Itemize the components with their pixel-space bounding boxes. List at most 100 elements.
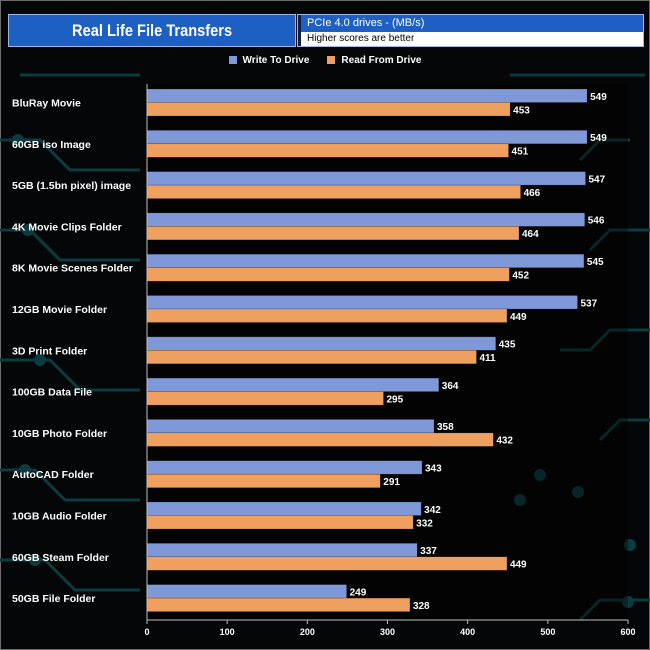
bar-read — [146, 556, 508, 571]
category-label: 10GB Audio Folder — [12, 511, 107, 523]
bar-write — [146, 543, 418, 558]
data-label-write: 435 — [499, 340, 516, 351]
data-label-read: 464 — [522, 229, 539, 240]
category-label: 8K Movie Scenes Folder — [12, 263, 133, 275]
chart-subtitle-box: PCIe 4.0 drives - (MB/s) Higher scores a… — [297, 14, 644, 47]
chart-legend: Write To Drive Read From Drive — [0, 53, 650, 67]
data-label-read: 332 — [416, 518, 433, 529]
data-label-read: 451 — [512, 147, 529, 158]
circuit-node — [534, 469, 546, 481]
category-label: 50GB File Folder — [12, 593, 95, 605]
bar-read — [146, 267, 510, 282]
category-label: 5GB (1.5bn pixel) image — [12, 180, 131, 192]
legend-swatch-write — [228, 56, 237, 64]
legend-swatch-read — [327, 56, 336, 64]
x-tick-label: 400 — [460, 627, 475, 637]
bar-write — [146, 377, 440, 392]
bar-write — [146, 130, 588, 145]
category-label: 100GB Data File — [12, 387, 92, 399]
data-label-read: 328 — [413, 601, 430, 612]
bar-write — [146, 501, 422, 516]
bar-read — [146, 473, 381, 488]
circuit-trace — [0, 358, 140, 392]
bar-read — [146, 308, 508, 323]
data-label-write: 343 — [425, 463, 442, 474]
circuit-node — [622, 596, 634, 608]
circuit-trace — [560, 328, 650, 352]
category-label: 12GB Movie Folder — [12, 304, 107, 316]
bar-read — [146, 102, 511, 117]
circuit-node — [624, 539, 636, 551]
circuit-node — [29, 554, 41, 566]
x-axis: 0 100 200 300 400 500 600 — [144, 84, 636, 637]
data-label-read: 466 — [524, 188, 541, 199]
bar-write — [146, 336, 496, 351]
circuit-trace — [598, 418, 650, 442]
circuit-node — [572, 486, 584, 498]
data-label-read: 295 — [386, 394, 403, 405]
bar-read — [146, 432, 494, 447]
bar-read — [146, 226, 520, 241]
bar-write — [146, 419, 435, 434]
circuit-trace — [578, 138, 630, 162]
data-label-read: 452 — [512, 270, 529, 281]
data-label-write: 549 — [590, 92, 607, 103]
chart-title-box: Real Life File Transfers — [8, 14, 296, 47]
category-label: 60GB iso Image — [12, 139, 91, 151]
category-label: AutoCAD Folder — [12, 469, 94, 481]
data-label-read: 449 — [510, 560, 527, 571]
x-tick-label: 100 — [220, 627, 235, 637]
bar-read — [146, 515, 414, 530]
data-label-write: 545 — [587, 257, 604, 268]
category-labels: BluRay Movie 60GB iso Image 5GB (1.5bn pix… — [12, 98, 133, 606]
legend-item-write: Write To Drive — [228, 54, 310, 66]
data-label-write: 546 — [588, 216, 605, 227]
circuit-trace — [0, 468, 140, 502]
legend-label-read: Read From Drive — [341, 54, 422, 66]
circuit-trace — [0, 228, 140, 262]
bar-write — [146, 460, 423, 475]
category-label: 60GB Steam Folder — [12, 552, 109, 564]
data-label-read: 411 — [479, 353, 496, 364]
category-label: 4K Movie Clips Folder — [12, 221, 122, 233]
legend-label-write: Write To Drive — [242, 54, 310, 66]
circuit-node — [12, 134, 24, 146]
background-circuit-decoration — [0, 73, 650, 622]
bar-read — [146, 391, 384, 406]
x-tick-label: 500 — [540, 627, 555, 637]
data-label-write: 547 — [589, 174, 606, 185]
data-label-write: 537 — [580, 298, 597, 309]
data-label-write: 342 — [424, 505, 441, 516]
chart-note: Higher scores are better — [298, 32, 643, 46]
category-label: 10GB Photo Folder — [12, 428, 107, 440]
bar-write — [146, 212, 585, 227]
bar-write — [146, 584, 347, 599]
data-label-write: 337 — [420, 546, 437, 557]
data-label-write: 249 — [350, 587, 367, 598]
data-label-read: 291 — [383, 477, 400, 488]
x-tick-label: 0 — [144, 627, 149, 637]
bar-read — [146, 350, 477, 365]
data-label-read: 453 — [513, 105, 530, 116]
circuit-trace — [588, 228, 650, 252]
bar-write — [146, 253, 585, 268]
bar-write — [146, 295, 578, 310]
data-label-write: 549 — [590, 133, 607, 144]
x-tick-label: 200 — [300, 627, 315, 637]
bar-read — [146, 597, 411, 612]
circuit-node — [514, 494, 526, 506]
x-tick-label: 600 — [620, 627, 635, 637]
data-label-write: 358 — [437, 422, 454, 433]
bar-read — [146, 143, 509, 158]
legend-item-read: Read From Drive — [327, 55, 421, 66]
circuit-node — [34, 354, 46, 366]
data-label-write: 364 — [442, 381, 459, 392]
circuit-trace — [0, 558, 140, 592]
chart-title: Real Life File Transfers — [71, 20, 233, 40]
bar-write — [146, 171, 586, 186]
category-label: BluRay Movie — [12, 98, 81, 110]
bar-read — [146, 184, 521, 199]
category-label: 3D Print Folder — [12, 345, 87, 357]
data-label-read: 432 — [496, 436, 513, 447]
